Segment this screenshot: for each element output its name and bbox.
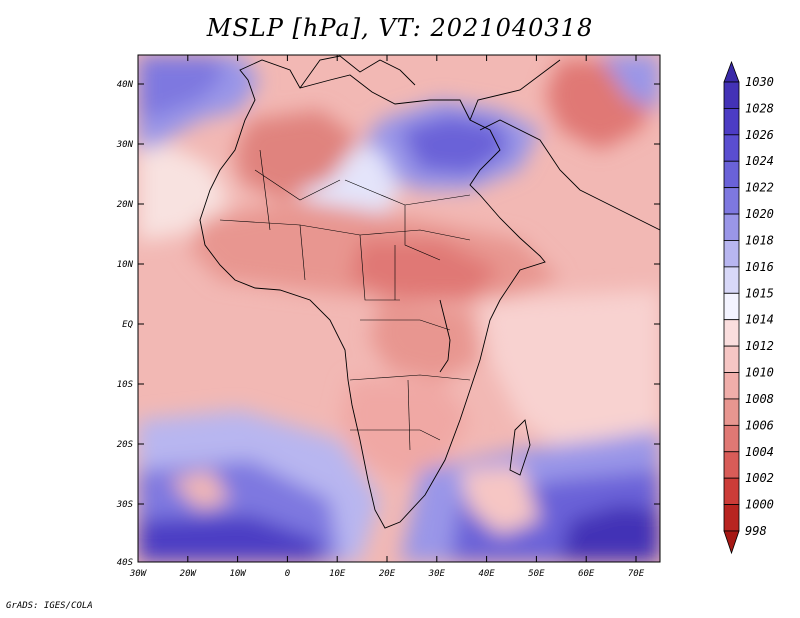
colorbar-label: 1014 — [745, 313, 774, 327]
colorbar-segment — [723, 345, 740, 373]
colorbar-label: 1028 — [745, 101, 774, 115]
longitude-labels: 30W 20W 10W 0 10E 20E 30E 40E 50E 60E 70E — [129, 569, 645, 579]
colorbar-segment — [723, 108, 740, 136]
colorbar-segment — [723, 292, 740, 321]
colorbar-label: 1026 — [745, 128, 774, 142]
colorbar-label: 1030 — [745, 75, 774, 89]
colorbar-label: 1020 — [745, 207, 774, 221]
longitude-label: 0 — [285, 569, 290, 579]
longitude-label: 40E — [478, 569, 495, 579]
latitude-label: EQ — [122, 320, 133, 330]
colorbar-label: 1010 — [745, 366, 774, 380]
footer-credit: GrADS: IGES/COLA — [6, 601, 93, 611]
latitude-labels: 40N 30N 20N 10N EQ 10S 20S 30S 40S — [116, 80, 134, 568]
colorbar-label: 1002 — [745, 471, 774, 485]
longitude-label: 30W — [129, 569, 148, 579]
colorbar-segment — [723, 451, 740, 479]
colorbar-segment — [723, 266, 740, 294]
country-borders — [219, 149, 471, 451]
latitude-label: 30N — [116, 140, 134, 150]
latitude-label: 40N — [117, 80, 134, 90]
colorbar-segment — [723, 213, 740, 241]
longitude-label: 10W — [229, 569, 247, 579]
colorbar-segment — [723, 504, 740, 532]
latitude-label: 20N — [117, 200, 134, 210]
colorbar-label: 1016 — [745, 260, 774, 274]
longitude-label: 60E — [578, 569, 595, 579]
colorbar-segment — [723, 477, 740, 505]
pressure-field — [138, 55, 660, 562]
latitude-label: 30S — [116, 500, 134, 510]
longitude-label: 30E — [428, 569, 446, 579]
latitude-label: 20S — [117, 440, 134, 450]
latitude-label: 10S — [117, 380, 134, 390]
colorbar-label: 1012 — [745, 339, 774, 353]
latitude-ticks — [137, 55, 660, 563]
map-title: MSLP [hPa], VT: 2021040318 — [206, 14, 594, 42]
colorbar-segment — [723, 372, 740, 400]
plot-frame — [137, 54, 661, 563]
latitude-label: 40S — [117, 558, 134, 568]
colorbar-segment — [723, 187, 740, 215]
coastlines — [199, 55, 660, 529]
colorbar-label: 1006 — [745, 418, 774, 432]
colorbar-segment — [723, 134, 740, 162]
longitude-label: 20W — [180, 569, 198, 579]
colorbar-segment — [723, 240, 740, 268]
colorbar-label: 1008 — [745, 392, 774, 406]
longitude-label: 10E — [329, 569, 346, 579]
colorbar-label: 1018 — [745, 233, 774, 247]
colorbar-label: 1015 — [745, 286, 774, 300]
latitude-label: 10N — [117, 260, 134, 270]
longitude-label: 50E — [528, 569, 545, 579]
longitude-label: 70E — [628, 569, 645, 579]
colorbar-top-arrow — [723, 60, 740, 83]
colorbar-segment — [723, 398, 740, 426]
longitude-label: 20E — [379, 569, 396, 579]
colorbar-segment — [723, 424, 740, 453]
colorbar-label: 1000 — [745, 498, 774, 512]
colorbar-segment — [723, 160, 740, 189]
colorbar-label: 1024 — [745, 154, 774, 168]
colorbar-label: 1004 — [745, 445, 774, 459]
colorbar-segment — [723, 319, 740, 347]
colorbar-labels: 1030 1028 1026 1024 1022 1020 1018 1016 1015 1014… — [745, 75, 774, 538]
colorbar-segment — [723, 81, 740, 109]
colorbar-bottom-arrow — [723, 530, 740, 555]
colorbar — [723, 60, 740, 555]
colorbar-label: 1022 — [745, 181, 774, 195]
colorbar-label: 998 — [745, 524, 767, 538]
